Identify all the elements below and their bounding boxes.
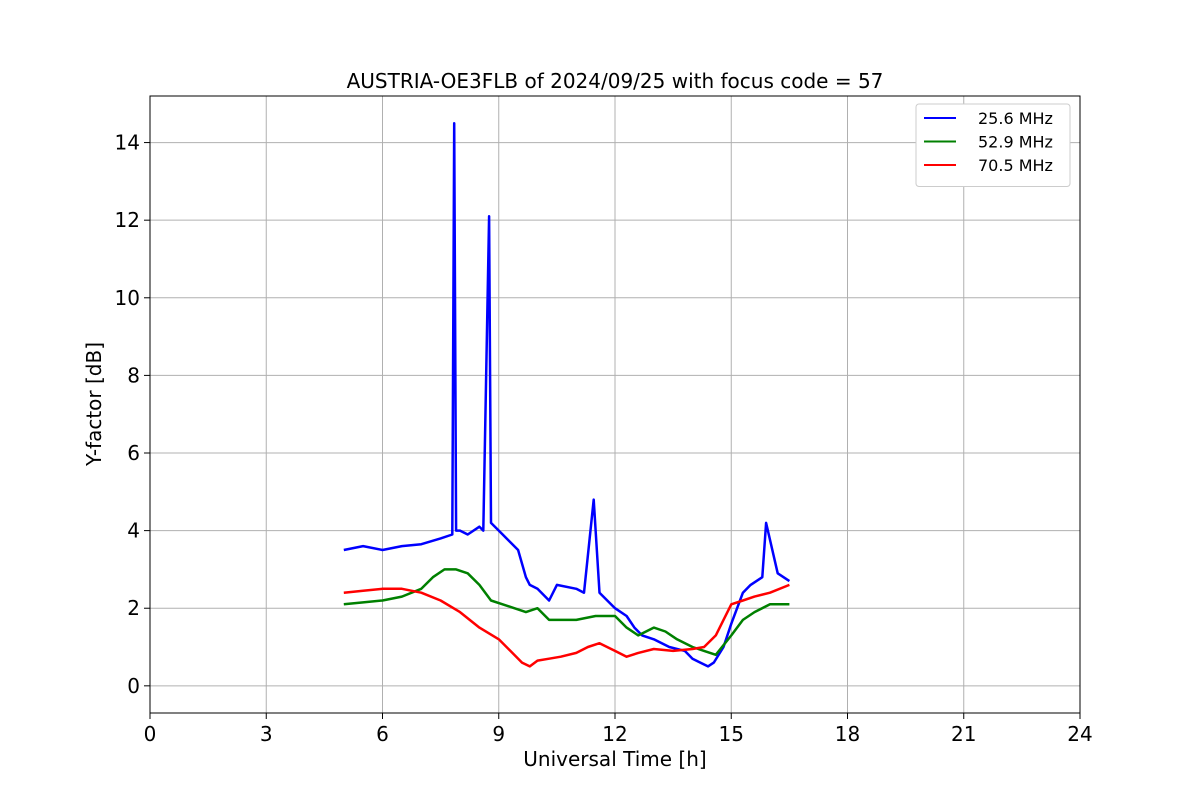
y-tick-label: 8 xyxy=(127,363,140,387)
series-lines xyxy=(343,121,791,668)
legend-label: 52.9 MHz xyxy=(978,133,1053,152)
y-tick-label: 12 xyxy=(115,208,140,232)
chart-title: AUSTRIA-OE3FLB of 2024/09/25 with focus … xyxy=(347,69,884,93)
legend: 25.6 MHz 52.9 MHz 70.5 MHz xyxy=(915,103,1071,187)
x-tick-label: 15 xyxy=(719,722,744,746)
x-tick-label: 21 xyxy=(951,722,976,746)
y-tick-label: 6 xyxy=(127,441,140,465)
x-tick-label: 24 xyxy=(1067,722,1092,746)
y-tick-label: 2 xyxy=(127,596,140,620)
grid xyxy=(149,96,1081,713)
x-tick-label: 3 xyxy=(260,722,273,746)
x-tick-label: 0 xyxy=(144,722,157,746)
x-tick-label: 9 xyxy=(492,722,505,746)
x-axis-label: Universal Time [h] xyxy=(523,747,706,771)
y-tick-label: 10 xyxy=(115,286,140,310)
legend-label: 70.5 MHz xyxy=(978,156,1053,175)
x-tick-label: 12 xyxy=(602,722,627,746)
legend-label: 25.6 MHz xyxy=(978,109,1053,128)
y-axis-label: Y-factor [dB] xyxy=(82,342,106,467)
y-tick-label: 4 xyxy=(127,519,140,543)
series-line-70-5-mhz xyxy=(343,583,790,668)
series-line-25-6-mhz xyxy=(343,121,791,668)
x-tick-label: 18 xyxy=(835,722,860,746)
series-line-52-9-mhz xyxy=(343,568,790,657)
y-tick-label: 0 xyxy=(127,674,140,698)
x-tick-label: 6 xyxy=(376,722,389,746)
y-tick-label: 14 xyxy=(115,131,140,155)
